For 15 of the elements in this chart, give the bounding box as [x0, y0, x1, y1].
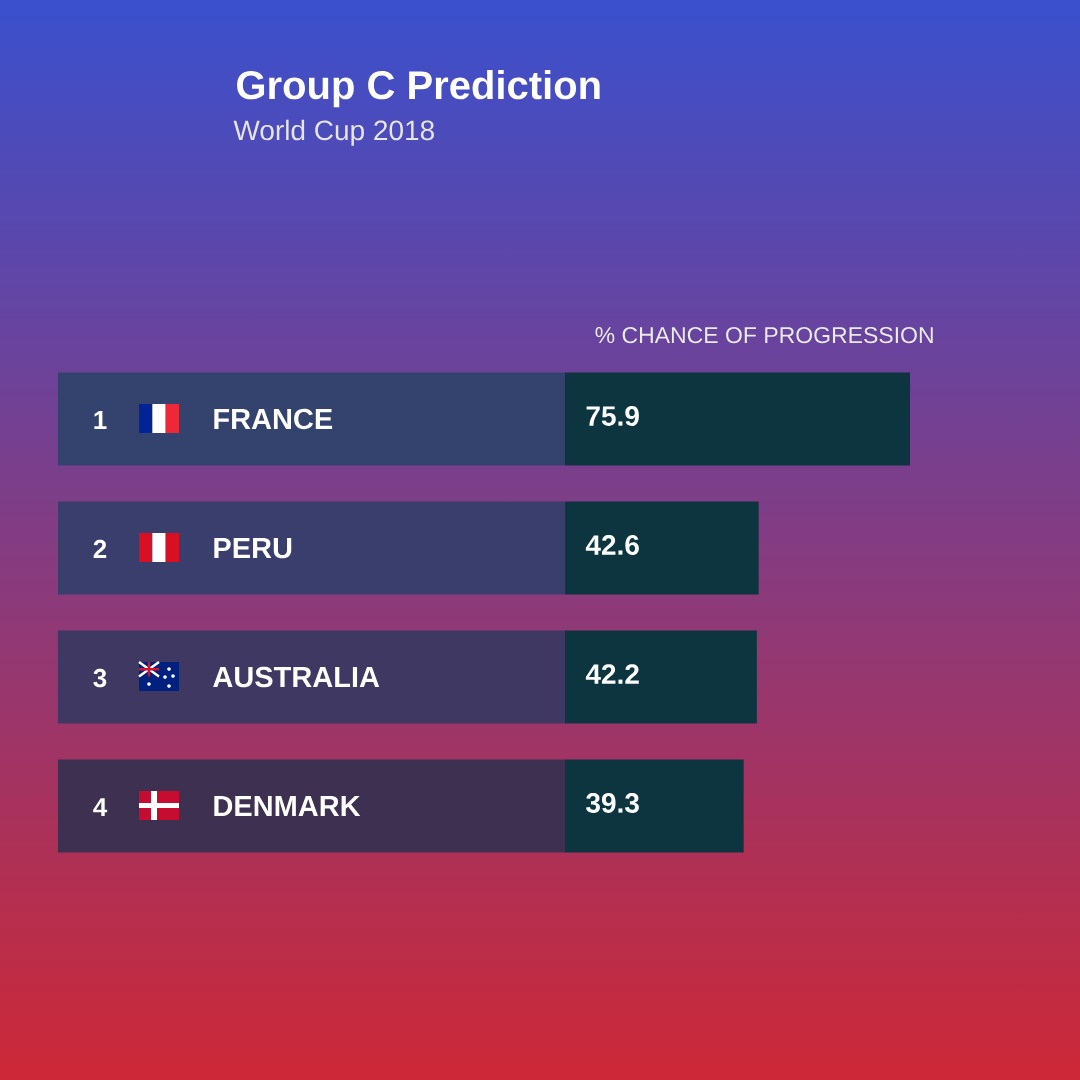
chart-title: Group C Prediction [237, 70, 600, 108]
data-label: 75.9 [586, 406, 639, 426]
y-tick-label: AUSTRALIA [213, 666, 380, 688]
y-tick-label: PERU [214, 538, 292, 559]
data-label: 42.6 [585, 535, 639, 555]
text: 4 [93, 798, 108, 817]
y-tick-label: DENMARK [214, 796, 361, 817]
x-axis-title: % CHANCE OF PROGRESSION [595, 326, 933, 344]
text: World Cup 2018 [233, 119, 434, 146]
data-label: 39.3 [586, 793, 639, 813]
y-tick-label: FRANCE [214, 408, 333, 430]
data-label: 42.2 [585, 664, 639, 684]
text: 3 [93, 668, 107, 688]
text: 1 [94, 411, 107, 429]
text: 2 [93, 539, 107, 558]
